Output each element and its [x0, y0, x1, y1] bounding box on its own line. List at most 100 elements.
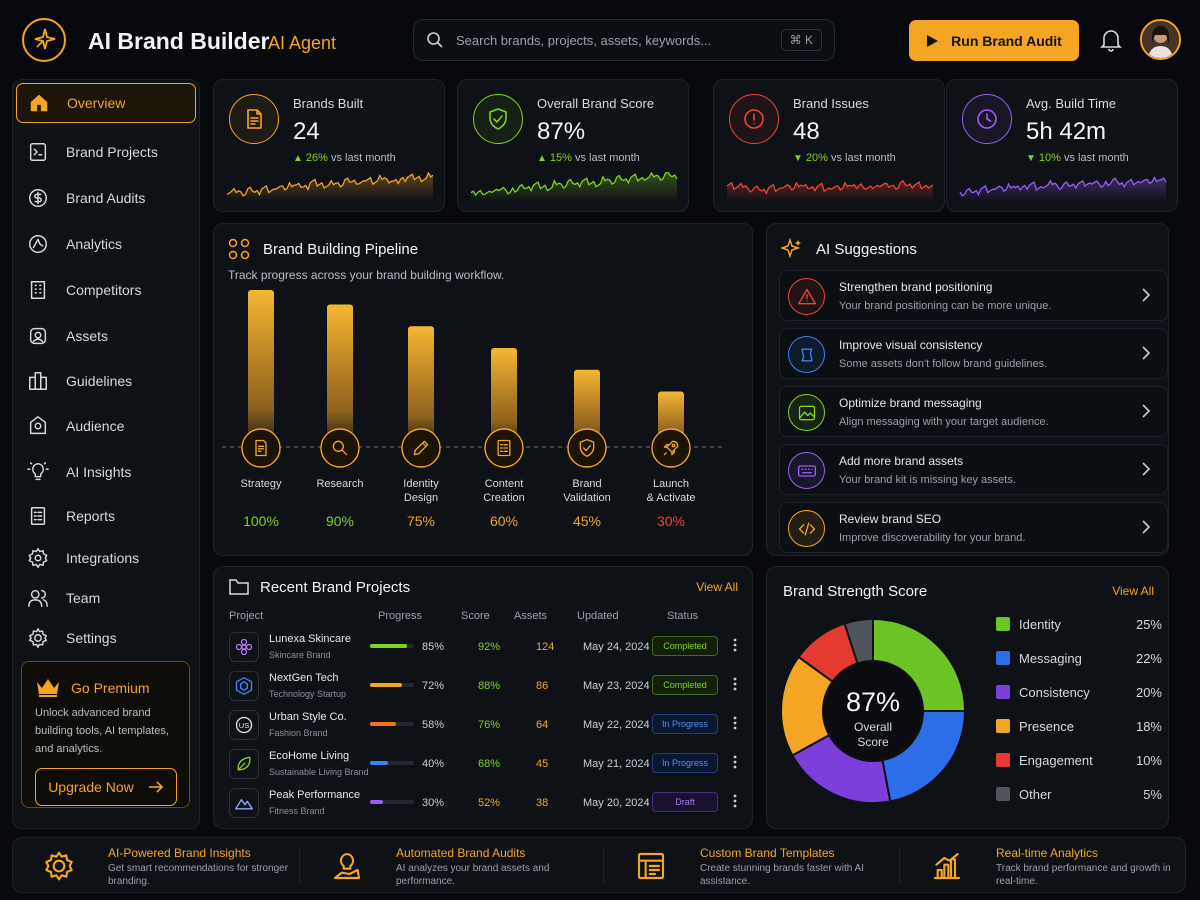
donut-slice-identity[interactable]: [872, 617, 967, 712]
folder-icon: [229, 578, 249, 596]
project-assets: 124: [536, 641, 555, 653]
sidebar-item-label: Brand Projects: [66, 144, 158, 160]
search-bar[interactable]: ⌘ K: [413, 19, 835, 61]
more-options-icon[interactable]: [733, 637, 737, 653]
project-score: 68%: [478, 758, 501, 770]
flower-icon: [229, 632, 259, 662]
donut-slice-other[interactable]: [843, 617, 874, 665]
strength-view-all-link[interactable]: View All: [1112, 584, 1154, 598]
stat-card-avg-build-time[interactable]: Avg. Build Time 5h 42m ▼ 10% vs last mont…: [946, 79, 1178, 212]
consistency-icon: [788, 336, 825, 373]
sidebar-item-label: Analytics: [66, 236, 123, 252]
sidebar-item-reports[interactable]: Reports: [16, 496, 196, 536]
avatar[interactable]: [1140, 19, 1181, 60]
table-row[interactable]: EcoHome Living Sustainable Living Brand …: [228, 746, 744, 782]
stat-card-overall-brand-score[interactable]: Overall Brand Score 87% ▲ 15% vs last mon…: [457, 79, 689, 212]
pipeline-bar[interactable]: [408, 326, 434, 447]
pipeline-stage-node[interactable]: [241, 428, 281, 468]
project-assets: 45: [536, 758, 549, 770]
legend-value: 20%: [1135, 684, 1162, 700]
sidebar-item-label: Overview: [67, 95, 126, 111]
pipeline-bar[interactable]: [248, 290, 274, 447]
legend-label: Identity: [1019, 616, 1061, 632]
status-badge: Completed: [652, 636, 718, 656]
pipeline-bar[interactable]: [574, 369, 600, 447]
chevron-right-icon: [1141, 404, 1151, 418]
stat-change: ▼ 20% vs last month: [793, 152, 896, 164]
upgrade-now-button[interactable]: Upgrade Now: [35, 768, 177, 806]
search-input[interactable]: [456, 32, 781, 48]
sidebar-item-overview[interactable]: Overview: [16, 83, 196, 123]
legend-label: Engagement: [1019, 752, 1093, 768]
trend-arrow-icon: ▼: [1026, 153, 1036, 164]
legend-swatch: [996, 753, 1010, 767]
stage-label-line-1: Strategy: [240, 478, 282, 490]
sidebar-item-guidelines[interactable]: Guidelines: [16, 361, 196, 401]
table-row[interactable]: NextGen Tech Technology Startup 72% 88% …: [228, 668, 744, 704]
stat-card-brands-built[interactable]: Brands Built 24 ▲ 26% vs last month: [213, 79, 445, 212]
app-logo-icon[interactable]: [22, 18, 66, 62]
more-options-icon[interactable]: [733, 793, 737, 809]
pipeline-title: Brand Building Pipeline: [263, 241, 419, 258]
sidebar-item-assets[interactable]: Assets: [16, 316, 196, 356]
sidebar-item-brand-projects[interactable]: Brand Projects: [16, 132, 196, 172]
sidebar-item-settings[interactable]: Settings: [16, 618, 196, 658]
validation-icon: [577, 438, 597, 458]
pipeline-bar[interactable]: [327, 304, 353, 448]
warning-icon: [788, 278, 825, 315]
chevron-right-icon: [1141, 462, 1151, 476]
sidebar-item-competitors[interactable]: Competitors: [16, 270, 196, 310]
table-row[interactable]: Peak Performance Fitness Brand 30% 52% 3…: [228, 785, 744, 821]
progress-bar-fill: [370, 800, 384, 804]
table-row[interactable]: Lunexa Skincare Skincare Brand 85% 92% 1…: [228, 629, 744, 665]
sidebar-item-label: Team: [66, 590, 101, 606]
sidebar-item-brand-audits[interactable]: Brand Audits: [16, 178, 196, 218]
pipeline-bar[interactable]: [491, 348, 517, 447]
stage-label-line-2: Design: [403, 492, 439, 504]
more-options-icon[interactable]: [733, 676, 737, 692]
content-icon: [494, 438, 514, 458]
bell-icon[interactable]: [1098, 27, 1124, 53]
project-assets: 86: [536, 680, 549, 692]
more-options-icon[interactable]: [733, 715, 737, 731]
pipeline-stage-node[interactable]: [401, 428, 441, 468]
progress-bar-fill: [370, 722, 396, 726]
projects-view-all-link[interactable]: View All: [696, 580, 738, 594]
suggestion-item[interactable]: Add more brand assets Your brand kit is …: [779, 444, 1168, 495]
app-title: AI Brand Builder: [88, 28, 270, 54]
pipeline-stage-node[interactable]: [651, 428, 691, 468]
sidebar-item-analytics[interactable]: Analytics: [16, 224, 196, 264]
suggestion-item[interactable]: Improve visual consistency Some assets d…: [779, 328, 1168, 379]
donut-center-label-1: Overall: [853, 720, 892, 734]
play-icon: [927, 34, 939, 47]
sidebar-item-integrations[interactable]: Integrations: [16, 538, 196, 578]
sidebar-item-team[interactable]: Team: [16, 578, 196, 618]
donut-center-value: 87%: [845, 687, 901, 717]
home-icon: [27, 91, 51, 115]
legend-item: Presence 18%: [996, 716, 1162, 736]
pipeline-stage-node[interactable]: [567, 428, 607, 468]
stat-value: 5h 42m: [1026, 118, 1107, 145]
feature-title: Custom Brand Templates: [700, 846, 835, 860]
stat-card-brand-issues[interactable]: Brand Issues 48 ▼ 20% vs last month: [713, 79, 945, 212]
feature-footer: AI-Powered Brand Insights Get smart reco…: [12, 837, 1186, 893]
table-row[interactable]: US Urban Style Co. Fashion Brand 58% 76%…: [228, 707, 744, 743]
more-options-icon[interactable]: [733, 754, 737, 770]
legend-item: Other 5%: [996, 784, 1162, 804]
suggestion-item[interactable]: Review brand SEO Improve discoverability…: [779, 502, 1168, 553]
stat-change: ▲ 15% vs last month: [537, 152, 640, 164]
status-badge: In Progress: [652, 714, 718, 734]
suggestion-item[interactable]: Strengthen brand positioning Your brand …: [779, 270, 1168, 321]
team-icon: [26, 586, 50, 610]
sidebar-item-audience[interactable]: Audience: [16, 406, 196, 446]
legend-value: 5%: [1143, 786, 1162, 802]
legend-value: 10%: [1135, 752, 1162, 768]
pipeline-stage-node[interactable]: [320, 428, 360, 468]
run-brand-audit-button[interactable]: Run Brand Audit: [909, 20, 1079, 61]
sidebar-item-ai-insights[interactable]: AI Insights: [16, 452, 196, 492]
assets-icon: [26, 324, 50, 348]
stat-label: Brands Built: [293, 96, 364, 111]
suggestion-item[interactable]: Optimize brand messaging Align messaging…: [779, 386, 1168, 437]
stat-change-value: 15%: [549, 152, 572, 164]
pipeline-stage-label: Brand Validation: [547, 477, 627, 505]
